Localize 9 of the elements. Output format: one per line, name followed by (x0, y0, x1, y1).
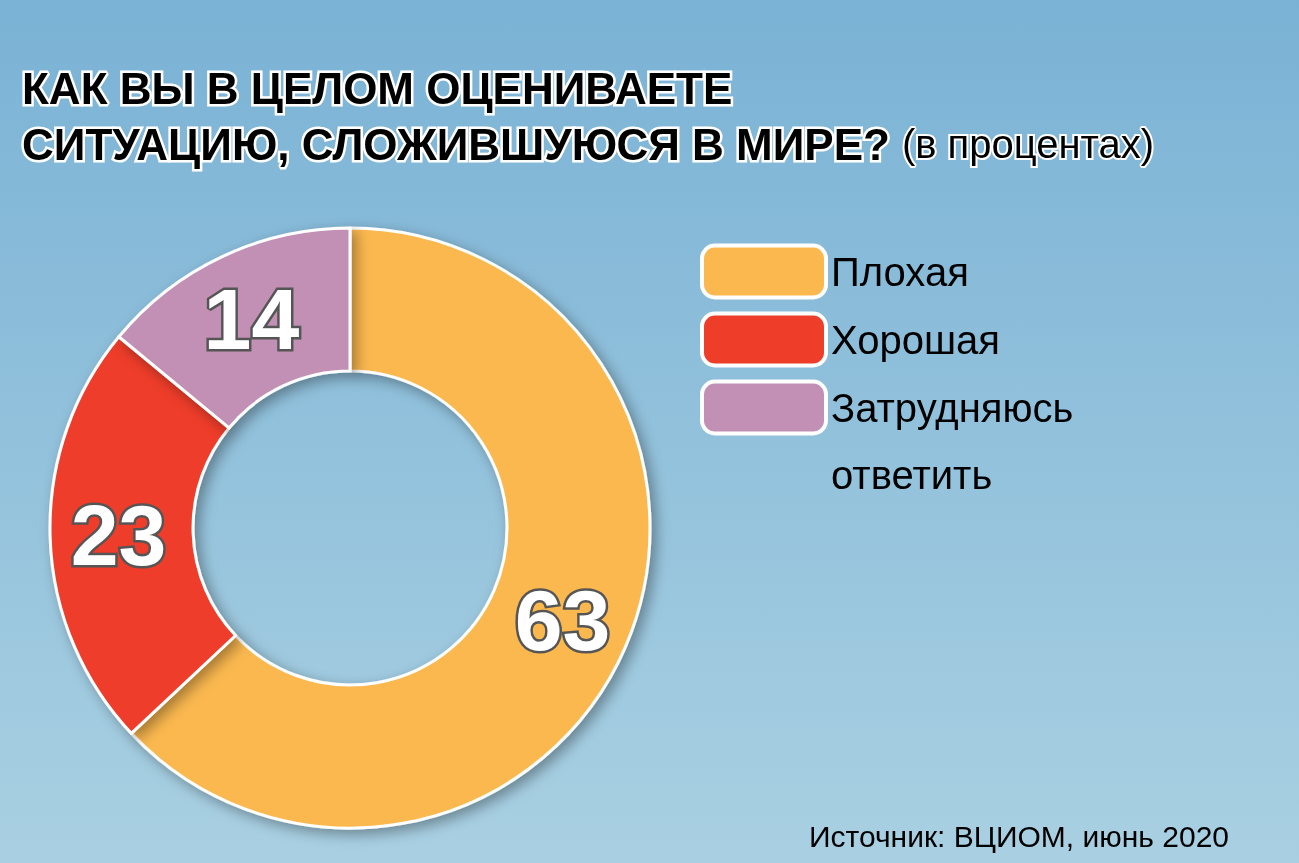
legend-label: Хорошая (831, 317, 1000, 362)
chart-subtitle: (в процентах) (901, 122, 1154, 166)
text: Источник: ВЦИОМ, июнь 2020 (808, 819, 1229, 853)
data-label: 63 (514, 571, 611, 668)
data-label: 23 (70, 487, 167, 584)
legend-label: Затрудняюсь ответить (831, 385, 1074, 497)
chart-title: КАК ВЫ В ЦЕЛОМ ОЦЕНИВАЕТЕ СИТУАЦИЮ, СЛОЖИВШУЮСЯ В МИРЕ? (22, 63, 890, 169)
data-label: 14 (203, 270, 300, 367)
legend-label: Плохая (831, 249, 969, 294)
